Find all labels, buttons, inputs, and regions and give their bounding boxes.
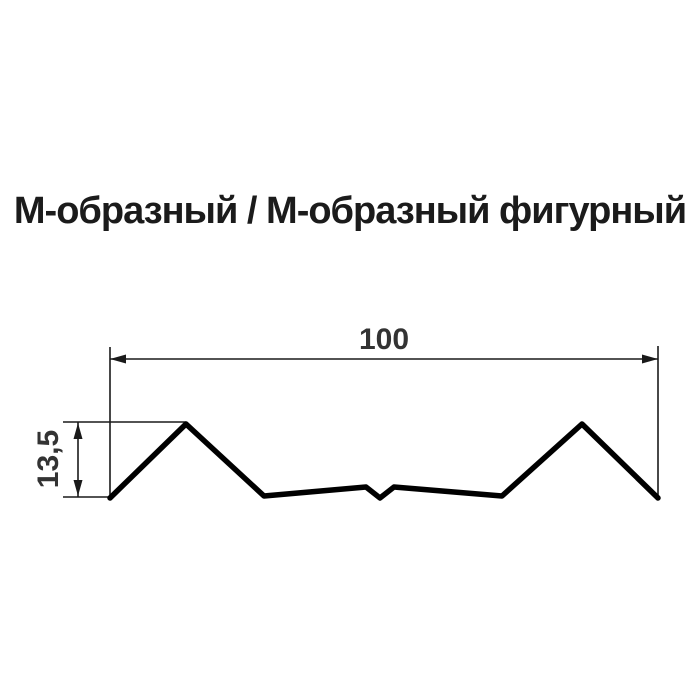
height-dimension: 13,5 bbox=[32, 421, 186, 498]
width-dimension-label: 100 bbox=[359, 323, 409, 356]
arrowhead-up-icon bbox=[73, 423, 83, 439]
width-dimension: 100 bbox=[109, 323, 659, 498]
arrowhead-down-icon bbox=[73, 480, 83, 496]
page-title: М-образный / М-образный фигурный bbox=[13, 190, 687, 232]
height-dimension-label: 13,5 bbox=[32, 430, 65, 488]
arrowhead-right-icon bbox=[642, 354, 658, 364]
arrowhead-left-icon bbox=[110, 354, 126, 364]
profile-outline bbox=[107, 421, 661, 501]
